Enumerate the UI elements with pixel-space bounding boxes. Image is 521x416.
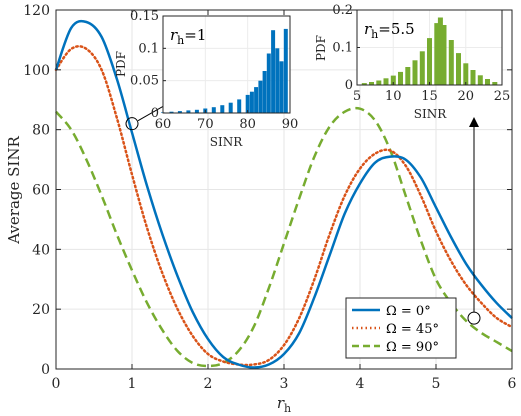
inset2-x-tick-label: 25 bbox=[494, 89, 511, 104]
legend: Ω = 0° Ω = 45° Ω = 90° bbox=[345, 297, 457, 359]
inset2-bar bbox=[485, 79, 490, 85]
inset1-x-tick-label: 60 bbox=[155, 117, 172, 132]
legend-box bbox=[345, 297, 457, 359]
inset-chart-rh-1: 60 70 80 90 0 0.05 0.1 0.15 rh=1 SINR PDF bbox=[114, 9, 298, 149]
x-tick-label: 2 bbox=[204, 376, 213, 392]
inset2-bars bbox=[361, 17, 498, 86]
inset1-x-tick-label: 80 bbox=[239, 117, 256, 132]
inset2-x-tick-label: 15 bbox=[421, 89, 438, 104]
inset1-bar bbox=[194, 109, 199, 113]
legend-label-0: Ω = 0° bbox=[386, 304, 431, 319]
inset1-bar bbox=[258, 80, 263, 113]
x-tick-label: 6 bbox=[508, 376, 517, 392]
inset2-x-label: SINR bbox=[414, 107, 447, 121]
y-tick-label: 20 bbox=[32, 302, 50, 318]
series-lines bbox=[54, 19, 514, 369]
inset2-bar bbox=[463, 63, 469, 86]
inset2-bar bbox=[437, 17, 443, 85]
inset1-tick-labels: 60 70 80 90 0 0.05 0.1 0.15 bbox=[130, 9, 298, 132]
inset2-bar bbox=[361, 83, 367, 85]
inset1-bar bbox=[266, 53, 271, 113]
legend-label-1: Ω = 45° bbox=[386, 322, 439, 337]
x-tick-label: 5 bbox=[432, 376, 441, 392]
inset2-bar bbox=[419, 51, 425, 86]
inset1-bars bbox=[161, 28, 288, 114]
inset2-y-tick-label: 0.1 bbox=[332, 41, 353, 56]
x-tick-label: 4 bbox=[356, 376, 365, 392]
inset2-tick-labels: 5 10 15 20 25 0 0.1 0.2 bbox=[332, 3, 510, 104]
inset1-bar bbox=[279, 61, 284, 113]
inset2-y-tick-label: 0 bbox=[345, 78, 353, 93]
inset1-bar bbox=[271, 30, 276, 114]
x-axis-label: rh bbox=[277, 394, 291, 415]
inset2-bar bbox=[492, 82, 498, 85]
inset2-bar bbox=[390, 75, 396, 85]
inset2-y-label: PDF bbox=[314, 35, 328, 61]
inset1-plot-area bbox=[163, 16, 290, 113]
inset1-bar bbox=[169, 111, 174, 113]
inset1-bar bbox=[275, 48, 280, 113]
series-line-2 bbox=[55, 106, 513, 368]
inset2-bar bbox=[434, 23, 440, 86]
x-tick-label: 0 bbox=[52, 376, 61, 392]
inset2-y-tick-label: 0.2 bbox=[332, 3, 353, 18]
inset1-bar bbox=[245, 94, 250, 113]
inset2-x-tick-label: 20 bbox=[457, 89, 474, 104]
inset2-bar bbox=[405, 67, 411, 85]
inset1-bar bbox=[211, 107, 216, 113]
inset1-y-tick-label: 0.05 bbox=[130, 74, 159, 89]
inset1-bar bbox=[186, 110, 191, 113]
inset1-bar bbox=[283, 28, 288, 113]
inset1-y-tick-label: 0.15 bbox=[130, 9, 159, 24]
inset2-bar bbox=[398, 71, 403, 85]
y-tick-label: 120 bbox=[23, 3, 50, 19]
series-line-0 bbox=[54, 19, 513, 369]
inset2-bar bbox=[427, 38, 432, 85]
inset2-annotation: rh=5.5 bbox=[364, 20, 415, 41]
y-axis-label: Average SINR bbox=[5, 136, 23, 245]
inset1-bar bbox=[228, 102, 233, 113]
inset2-bar bbox=[477, 75, 483, 86]
inset1-bar bbox=[254, 87, 259, 113]
inset1-y-tick-label: 0 bbox=[151, 106, 159, 121]
x-tick-label: 3 bbox=[280, 376, 289, 392]
inset1-bar bbox=[262, 71, 267, 113]
inset2-bar bbox=[369, 82, 374, 85]
inset1-ticks bbox=[162, 15, 291, 114]
inset1-x-tick-label: 90 bbox=[282, 117, 299, 132]
y-tick-label: 60 bbox=[32, 183, 50, 199]
inset1-bar bbox=[237, 99, 242, 113]
inset1-frame bbox=[162, 15, 291, 114]
inset1-bar bbox=[249, 91, 254, 113]
y-tick-label: 0 bbox=[41, 362, 50, 378]
y-tick-label: 80 bbox=[32, 123, 50, 139]
inset1-x-tick-label: 70 bbox=[197, 117, 214, 132]
x-tick-label: 1 bbox=[128, 376, 137, 392]
y-tick-label: 100 bbox=[23, 63, 50, 79]
inset2-ticks bbox=[356, 9, 503, 86]
inset1-y-label: PDF bbox=[114, 51, 128, 77]
inset2-bar bbox=[448, 40, 454, 85]
inset2-x-tick-label: 10 bbox=[385, 89, 402, 104]
inset1-y-tick-label: 0.1 bbox=[138, 41, 159, 56]
inset1-bar bbox=[220, 105, 225, 113]
inset2-bar bbox=[470, 70, 476, 85]
inset1-annotation: rh=1 bbox=[170, 26, 206, 47]
inset2-x-tick-label: 5 bbox=[353, 89, 361, 104]
inset2-bar bbox=[456, 53, 461, 85]
inset2-bar bbox=[441, 25, 447, 85]
legend-label-2: Ω = 90° bbox=[386, 340, 439, 355]
inset2-bar bbox=[412, 60, 418, 86]
inset2-bar bbox=[376, 80, 382, 85]
inset1-x-label: SINR bbox=[210, 135, 243, 149]
inset2-bar bbox=[383, 78, 389, 86]
series-line-1 bbox=[54, 45, 514, 367]
inset-chart-rh-5-5: 5 10 15 20 25 0 0.1 0.2 rh=5.5 SINR PDF bbox=[314, 3, 510, 121]
y-tick-label: 40 bbox=[32, 242, 50, 258]
marker-circle-0 bbox=[125, 117, 139, 131]
inset1-bar bbox=[177, 111, 182, 113]
